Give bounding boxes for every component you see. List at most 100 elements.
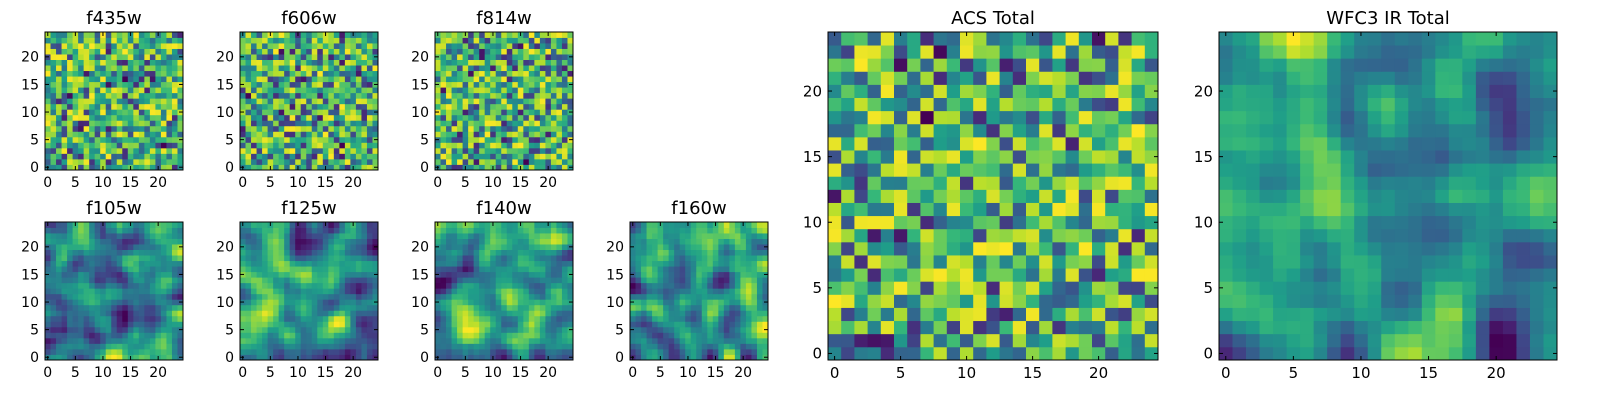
heatmap-cell (440, 32, 447, 38)
heatmap-cell (105, 337, 112, 344)
heatmap-cell (550, 282, 557, 289)
heatmap-cell (457, 48, 463, 55)
heatmap-cell (278, 153, 285, 160)
heatmap-cell (251, 299, 257, 306)
heatmap-cell (479, 43, 486, 49)
heatmap-cell (751, 348, 758, 355)
heatmap-cell (473, 131, 480, 138)
heatmap-cell (550, 81, 557, 88)
heatmap-cell (355, 222, 362, 228)
heatmap-cell (133, 37, 140, 44)
heatmap-cell (867, 320, 882, 335)
heatmap-cell (366, 136, 373, 143)
heatmap-cell (506, 164, 513, 171)
heatmap-cell (484, 354, 491, 361)
heatmap-cell (67, 255, 73, 262)
heatmap-cell (171, 37, 178, 44)
heatmap-cell (534, 282, 541, 289)
heatmap-cell (155, 76, 162, 83)
heatmap-cell (550, 332, 557, 339)
heatmap-cell (166, 304, 173, 311)
heatmap-cell (679, 354, 686, 361)
heatmap-cell (457, 70, 463, 77)
heatmap-cell (50, 98, 57, 105)
heatmap-cell (734, 348, 741, 355)
heatmap-cell (284, 288, 291, 295)
heatmap-cell (361, 98, 368, 105)
heatmap-cell (344, 293, 351, 300)
heatmap-cell (550, 158, 557, 165)
heatmap-cell (144, 293, 151, 300)
heatmap-cell (273, 233, 280, 239)
heatmap-cell (506, 354, 513, 361)
heatmap-cell (451, 244, 458, 250)
heatmap-cell (138, 271, 145, 278)
heatmap-cell (556, 260, 563, 267)
heatmap-cell (539, 326, 546, 333)
heatmap-cell (94, 337, 101, 344)
heatmap-cell (556, 164, 563, 171)
heatmap-cell (262, 337, 268, 344)
heatmap-cell (561, 299, 568, 306)
heatmap-cell (490, 288, 497, 295)
heatmap-cell (306, 321, 313, 328)
heatmap-cell (539, 32, 546, 38)
heatmap-cell (635, 288, 642, 295)
heatmap-cell (440, 266, 447, 273)
heatmap-cell (528, 125, 535, 132)
heatmap-cell (479, 125, 486, 132)
heatmap-cell (567, 158, 574, 165)
heatmap-cell (1118, 228, 1132, 243)
heatmap-cell (652, 348, 658, 355)
heatmap-cell (657, 321, 664, 328)
heatmap-cell (78, 288, 85, 295)
heatmap-cell (495, 255, 502, 262)
heatmap-cell (506, 337, 513, 344)
heatmap-cell (440, 76, 447, 83)
heatmap-cell (361, 81, 368, 88)
heatmap-cell (479, 142, 486, 149)
heatmap-cell (160, 266, 167, 273)
heatmap-cell (306, 227, 313, 234)
heatmap-cell (372, 282, 379, 289)
heatmap-cell (122, 222, 129, 228)
heatmap-cell (256, 87, 263, 94)
heatmap-cell (56, 153, 62, 160)
x-tick-label: 0 (238, 175, 247, 191)
heatmap-cell (479, 114, 486, 121)
heatmap-cell (160, 136, 167, 143)
heatmap-cell (635, 343, 642, 350)
heatmap-cell (506, 136, 513, 143)
heatmap-cell (512, 321, 519, 328)
heatmap-cell (457, 332, 463, 339)
heatmap-cell (284, 164, 291, 171)
heatmap-cell (56, 158, 62, 165)
heatmap-cell (539, 321, 546, 328)
heatmap-cell (446, 65, 452, 72)
heatmap-cell (333, 87, 340, 94)
heatmap-cell (78, 153, 85, 160)
heatmap-cell (138, 87, 145, 94)
heatmap-cell (122, 354, 129, 361)
heatmap-cell (734, 282, 741, 289)
heatmap-cell (690, 354, 697, 361)
heatmap-cell (366, 238, 373, 245)
heatmap-cell (652, 354, 658, 361)
heatmap-cell (635, 310, 642, 317)
heatmap-cell (960, 228, 974, 243)
heatmap-cell (495, 136, 502, 143)
heatmap-cell (116, 87, 123, 94)
heatmap-cell (295, 131, 302, 138)
heatmap-cell (1052, 176, 1066, 190)
heatmap-cell (311, 249, 318, 256)
heatmap-cell (89, 299, 96, 306)
heatmap-cell (133, 103, 140, 110)
heatmap-cell (506, 43, 513, 49)
heatmap-cell (528, 109, 535, 116)
heatmap-cell (89, 131, 96, 138)
heatmap-cell (657, 249, 664, 256)
heatmap-cell (539, 164, 546, 171)
heatmap-cell (484, 32, 491, 38)
heatmap-cell (545, 244, 552, 250)
heatmap-cell (111, 43, 118, 49)
